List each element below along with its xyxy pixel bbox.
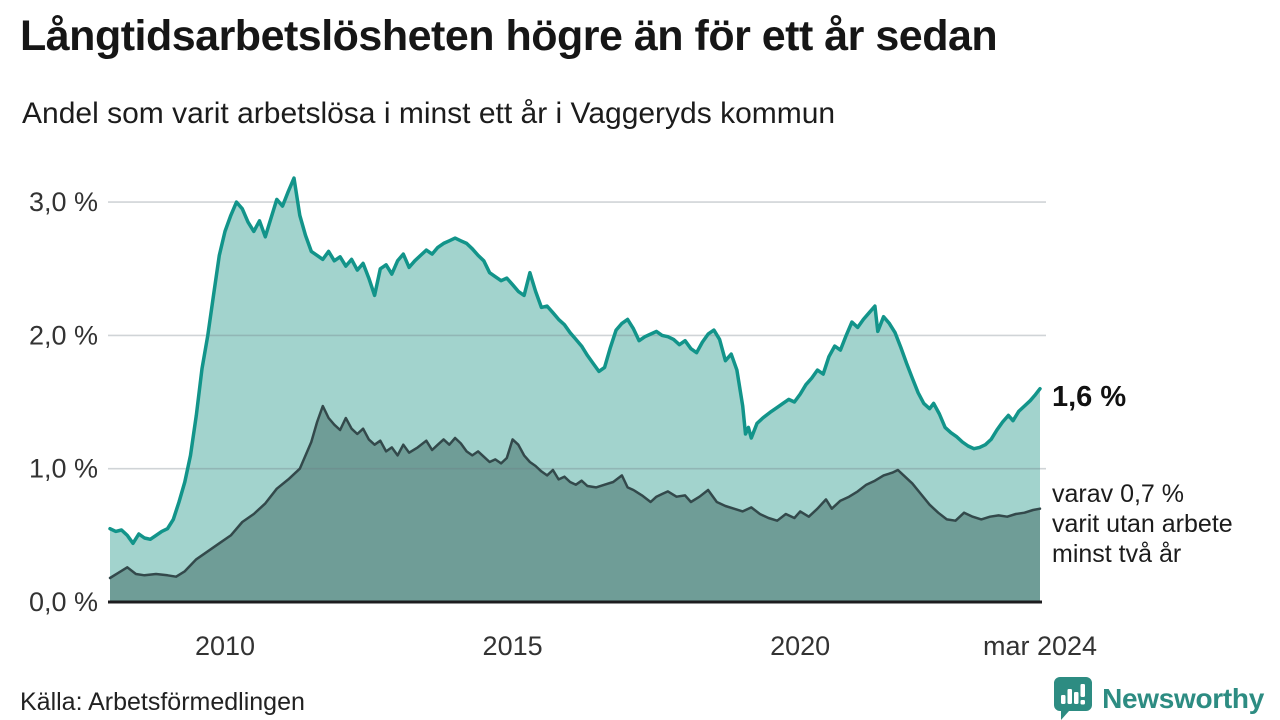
- secondary-series-label-line3: minst två år: [1052, 540, 1182, 568]
- page-title: Långtidsarbetslösheten högre än för ett …: [20, 12, 998, 60]
- x-tick-label: 2020: [770, 631, 830, 661]
- newsworthy-brand-text: Newsworthy: [1102, 683, 1264, 714]
- y-tick-label: 2,0 %: [29, 320, 98, 350]
- newsworthy-logo-icon: [1054, 677, 1093, 720]
- y-tick-label: 1,0 %: [29, 454, 98, 484]
- y-tick-label: 3,0 %: [29, 187, 98, 217]
- secondary-series-label-line1: varav 0,7 %: [1052, 480, 1185, 508]
- latest-value-label: 1,6 %: [1052, 381, 1127, 413]
- source-credit: Källa: Arbetsförmedlingen: [20, 688, 305, 716]
- x-tick-label: 2010: [195, 631, 255, 661]
- page-subtitle: Andel som varit arbetslösa i minst ett å…: [22, 97, 836, 130]
- x-tick-label: 2015: [483, 631, 543, 661]
- secondary-series-label-line2: varit utan arbete: [1052, 510, 1233, 538]
- series-line-2: [108, 404, 1042, 580]
- series-line-1: [108, 176, 1042, 546]
- newsworthy-brand: Newsworthy: [1053, 677, 1264, 720]
- secondary-series-label: varav 0,7 % varit utan arbete minst två …: [1052, 479, 1233, 569]
- x-tick-label: mar 2024: [983, 631, 1097, 661]
- area-fill-series-2: [110, 406, 1040, 602]
- y-tick-label: 0,0 %: [29, 587, 98, 617]
